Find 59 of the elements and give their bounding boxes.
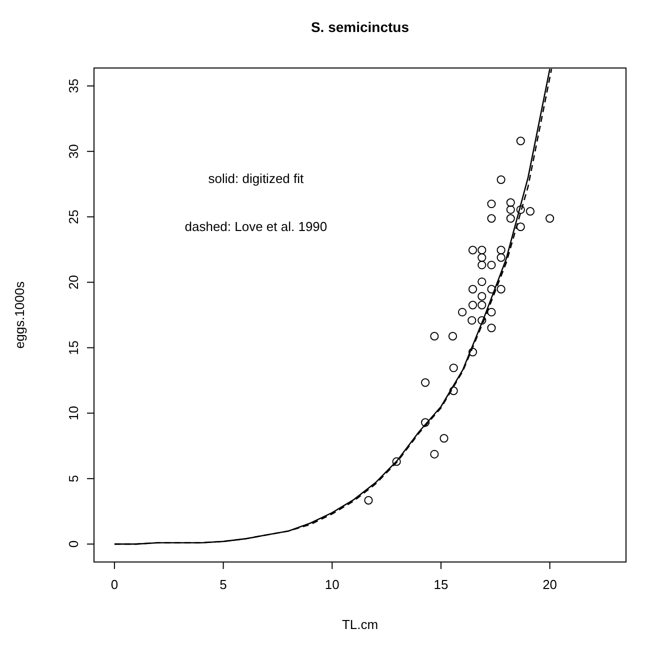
point xyxy=(478,300,486,310)
point xyxy=(506,198,515,207)
point xyxy=(487,324,496,332)
point xyxy=(487,260,496,270)
point xyxy=(421,378,430,387)
point xyxy=(468,300,478,310)
y-tick-label: 5 xyxy=(66,475,81,482)
point xyxy=(478,253,486,262)
y-tick-label: 30 xyxy=(66,144,81,159)
x-axis-title: TL.cm xyxy=(342,617,378,632)
point xyxy=(496,246,506,254)
y-tick-label: 35 xyxy=(66,78,81,94)
x-tick-label: 20 xyxy=(542,577,558,592)
y-tick-label: 25 xyxy=(66,210,81,224)
point xyxy=(516,136,525,146)
point xyxy=(487,308,496,316)
point xyxy=(478,246,486,254)
point xyxy=(487,214,496,223)
x-tick-label: 15 xyxy=(434,577,448,592)
point xyxy=(430,332,439,341)
point xyxy=(506,214,515,223)
point xyxy=(468,284,478,294)
x-tick-label: 5 xyxy=(220,577,227,592)
point xyxy=(478,260,486,270)
point xyxy=(506,205,515,214)
point xyxy=(458,308,467,316)
point xyxy=(468,316,476,325)
point xyxy=(440,434,448,443)
y-tick-label: 10 xyxy=(66,406,81,420)
point xyxy=(496,284,506,294)
point xyxy=(364,496,373,505)
point xyxy=(421,418,430,427)
y-tick-label: 20 xyxy=(66,275,81,290)
y-axis-title: eggs.1000s xyxy=(12,280,27,349)
point xyxy=(526,207,535,216)
point xyxy=(448,332,458,341)
point xyxy=(478,292,486,301)
point xyxy=(516,222,525,232)
point xyxy=(496,253,506,262)
point xyxy=(468,348,478,356)
point xyxy=(487,284,496,294)
x-tick-label: 0 xyxy=(110,577,118,592)
annotation: dashed: Love et al. 1990 xyxy=(184,219,328,234)
point xyxy=(478,316,486,325)
point xyxy=(496,175,506,184)
point xyxy=(468,246,478,254)
point xyxy=(449,386,458,396)
point xyxy=(430,450,439,458)
point xyxy=(487,200,496,208)
point xyxy=(392,457,401,466)
annotation: solid: digitized fit xyxy=(208,171,304,186)
point xyxy=(449,364,458,372)
point xyxy=(516,205,525,214)
point xyxy=(478,277,486,286)
chart-title: S. semicinctus xyxy=(310,19,410,35)
x-tick-label: 10 xyxy=(324,577,340,592)
point xyxy=(546,214,554,223)
y-tick-label: 0 xyxy=(66,540,81,548)
y-tick-label: 15 xyxy=(66,340,81,355)
